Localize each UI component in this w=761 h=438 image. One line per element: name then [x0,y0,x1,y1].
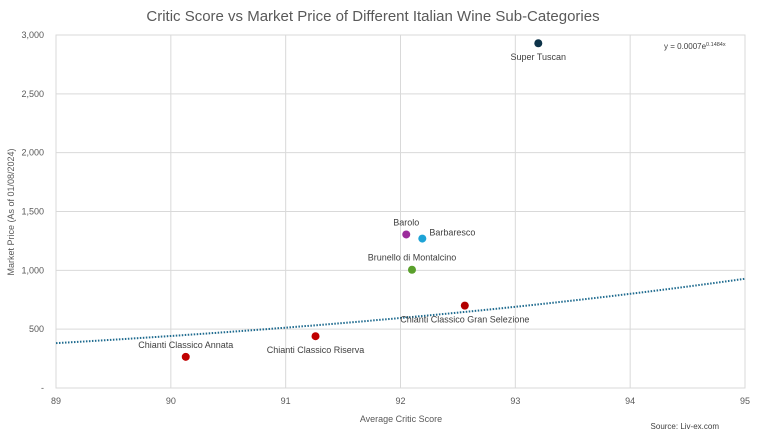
data-point [418,234,427,243]
x-tick-label: 95 [740,396,750,406]
plot-area-border [55,34,746,389]
x-tick-label: 94 [625,396,635,406]
y-tick-label: 500 [29,324,44,334]
data-point [460,301,469,310]
data-point-label: Super Tuscan [511,52,567,62]
trendline-equation-base: y = 0.0007e [664,42,707,51]
source-note: Source: Liv-ex.com [651,422,720,431]
x-tick-label: 91 [281,396,291,406]
y-axis-ticks: - 500 1,000 1,500 2,000 2,500 3,000 [21,30,44,393]
gridlines [55,34,746,389]
data-point-label: Chianti Classico Gran Selezione [400,315,529,325]
x-tick-label: 92 [395,396,405,406]
data-point-label: Chianti Classico Riserva [267,345,365,355]
trendline [55,277,746,345]
data-point-label: Chianti Classico Annata [138,340,233,350]
trendline-equation: y = 0.0007e0.1484x [664,42,726,51]
data-point [311,332,320,341]
data-points: Super Tuscan Barolo Barbaresco Brunello di … [138,39,566,361]
chart-title: Critic Score vs Market Price of Differen… [146,8,599,25]
y-axis-title: Market Price (As of 01/08/2024) [6,148,16,275]
x-tick-label: 89 [51,396,61,406]
data-point [402,230,411,239]
x-tick-label: 90 [166,396,176,406]
data-point [534,39,543,48]
data-point-label: Barbaresco [429,228,475,238]
data-point [181,352,190,361]
y-tick-label: 3,000 [21,30,44,40]
x-axis-ticks: 89 90 91 92 93 94 95 [51,396,750,406]
y-tick-label: - [41,383,44,393]
y-tick-label: 1,000 [21,265,44,275]
x-tick-label: 93 [510,396,520,406]
y-tick-label: 2,000 [21,148,44,158]
data-point [407,265,416,274]
y-tick-label: 1,500 [21,207,44,217]
data-point-label: Barolo [393,217,419,227]
y-tick-label: 2,500 [21,89,44,99]
x-axis-title: Average Critic Score [360,414,442,424]
data-point-label: Brunello di Montalcino [368,253,457,263]
trendline-equation-exponent: 0.1484x [706,42,726,48]
